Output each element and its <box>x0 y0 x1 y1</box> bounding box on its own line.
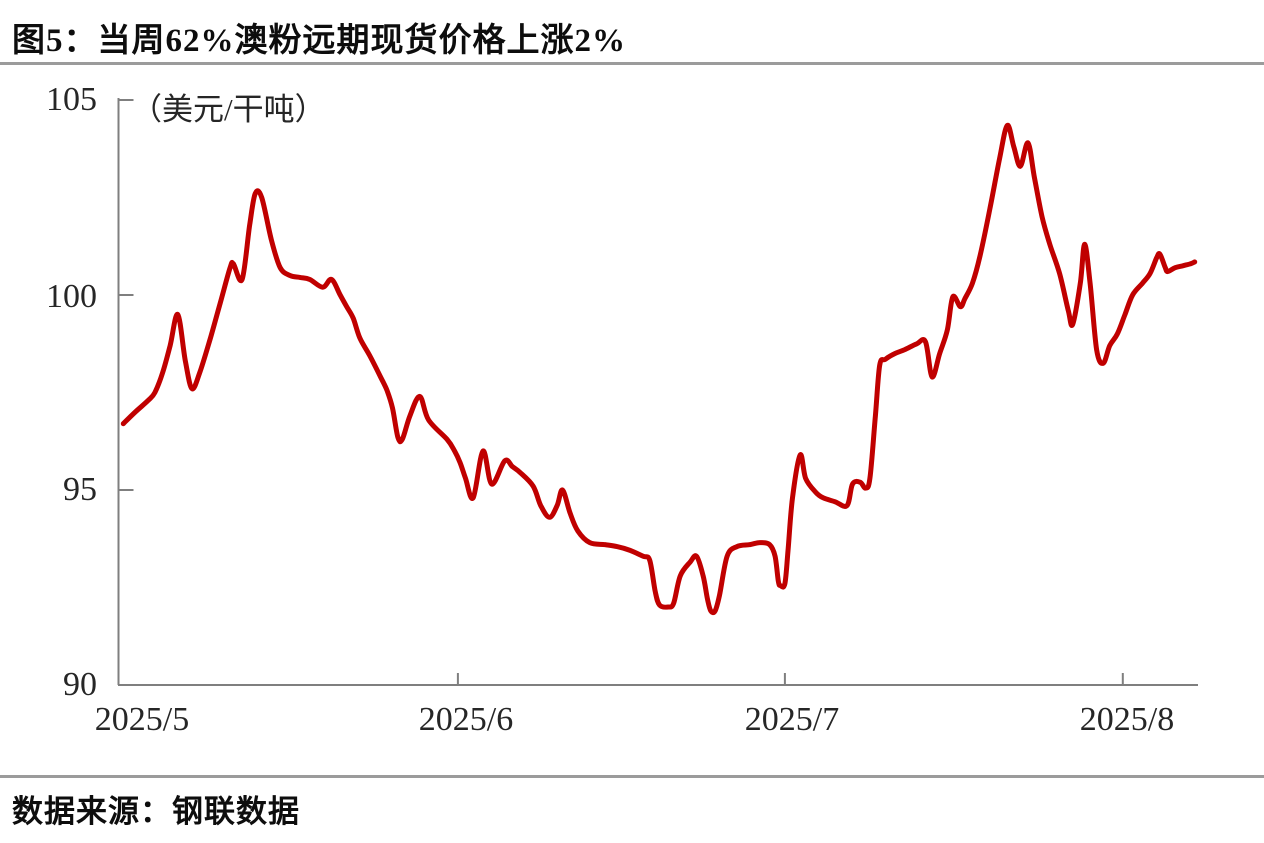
x-tick-label-2025-6: 2025/6 <box>418 701 514 738</box>
x-tick-label-2025-8: 2025/8 <box>1079 701 1175 738</box>
y-tick-label-100: 100 <box>46 278 97 315</box>
data-source-note: 数据来源：钢联数据 <box>12 794 300 829</box>
figure-title: 图5：当周62%澳粉远期现货价格上涨2% <box>12 23 626 59</box>
x-tick-label-2025-5: 2025/5 <box>94 701 190 738</box>
y-tick-label-90: 90 <box>63 666 97 703</box>
y-tick-label-105: 105 <box>46 81 97 118</box>
source-separator-rule <box>0 775 1264 778</box>
y-axis-unit-label: （美元/干吨） <box>131 92 326 127</box>
title-separator-rule <box>0 62 1264 65</box>
x-tick-label-2025-7: 2025/7 <box>744 701 840 738</box>
y-tick-label-95: 95 <box>63 471 97 508</box>
